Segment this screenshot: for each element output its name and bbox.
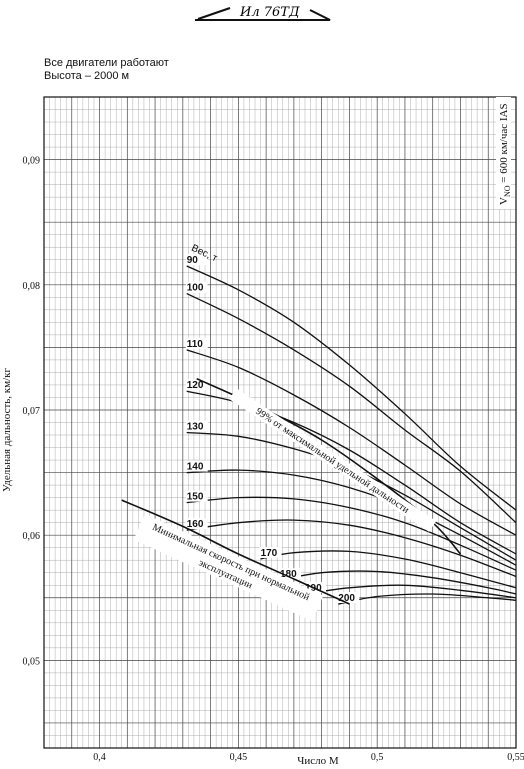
series-label-170: 170 [261, 548, 278, 559]
series-label-bg [279, 568, 301, 580]
series-label-bg [185, 460, 208, 472]
grid-major [43, 96, 517, 748]
series-label-bg [185, 490, 208, 502]
x-axis-label: Число М [297, 755, 339, 767]
boundary-label-bg [229, 388, 437, 532]
series-label-100: 100 [187, 283, 204, 294]
series-label-110: 110 [187, 339, 204, 350]
vno-sub: NO [503, 185, 512, 197]
y-axis-label: Удельная дальность, км/кг [1, 368, 13, 492]
series-line-90 [186, 265, 517, 511]
series-line-160 [186, 519, 517, 578]
logo-slash [197, 7, 231, 20]
grid-minor [44, 97, 516, 749]
series-label-140: 140 [187, 462, 204, 473]
boundary-line-2 [121, 499, 350, 605]
series-label-bg [185, 420, 208, 432]
y-tick-label: 0,09 [23, 156, 41, 167]
series-line-170 [260, 550, 517, 589]
series-label-200: 200 [338, 593, 355, 604]
aircraft-logo: Ил 76ТД [195, 5, 331, 21]
vno-annotation: VNO = 600 км/час IAS [496, 97, 512, 209]
series-label-bg [337, 592, 360, 604]
svg-text:VNO = 600 км/час IAS: VNO = 600 км/час IAS [498, 103, 512, 205]
x-tick-label: 0,55 [507, 752, 524, 763]
x-tick-label: 0,5 [371, 752, 384, 763]
series-label-120: 120 [187, 380, 204, 391]
series-label-150: 150 [187, 492, 204, 503]
series-label-90: 90 [187, 255, 199, 266]
series-line-180 [279, 570, 517, 595]
series-label-180: 180 [280, 569, 297, 580]
series-label-bg [185, 337, 208, 349]
logo-underline [195, 9, 331, 21]
y-tick-label: 0,05 [23, 656, 41, 667]
series-label-130: 130 [187, 422, 204, 433]
condition-altitude: Высота – 2000 м [44, 70, 130, 82]
series-line-200 [338, 593, 517, 605]
series-labels: 90100110120130140150160170180190200Вес, … [185, 243, 360, 604]
boundary-label-2: Минимальная скорость при нормальнойэкспл… [133, 514, 324, 621]
series-label-bg [185, 518, 208, 530]
series-label-bg [303, 582, 326, 594]
x-tick-labels: 0,4 0,45 0,5 0,55 [93, 752, 524, 763]
boundary-line-1 [196, 377, 462, 555]
boundary-label-bg [133, 514, 324, 621]
series-label-bg [185, 379, 208, 391]
y-tick-label: 0,06 [23, 531, 41, 542]
condition-engines: Все двигатели работают [44, 57, 169, 69]
x-tick-label: 0,45 [230, 752, 248, 763]
series-line-190 [304, 584, 517, 599]
series-line-110 [186, 349, 517, 536]
series-label-160: 160 [187, 519, 204, 530]
series-label-bg [185, 254, 208, 266]
series-line-150 [186, 496, 517, 571]
vno-rest: = 600 км/час IAS [498, 103, 510, 185]
series-label-bg [185, 281, 208, 293]
y-tick-label: 0,08 [23, 281, 41, 292]
x-tick-label: 0,4 [93, 752, 106, 763]
logo-text: Ил 76ТД [239, 5, 300, 20]
y-tick-labels: 0,05 0,06 0,07 0,08 0,09 [23, 156, 41, 668]
boundary-lines: 99% от максимальной удельной дальностиМи… [121, 377, 462, 621]
boundary-label-text: Минимальная скорость при нормальной [150, 522, 311, 603]
series-line-140 [186, 469, 517, 566]
series-line-100 [186, 293, 517, 524]
vno-v: V [498, 197, 510, 205]
plot-frame [43, 96, 517, 749]
y-tick-label: 0,07 [23, 406, 41, 417]
series-label-bg [259, 546, 282, 558]
